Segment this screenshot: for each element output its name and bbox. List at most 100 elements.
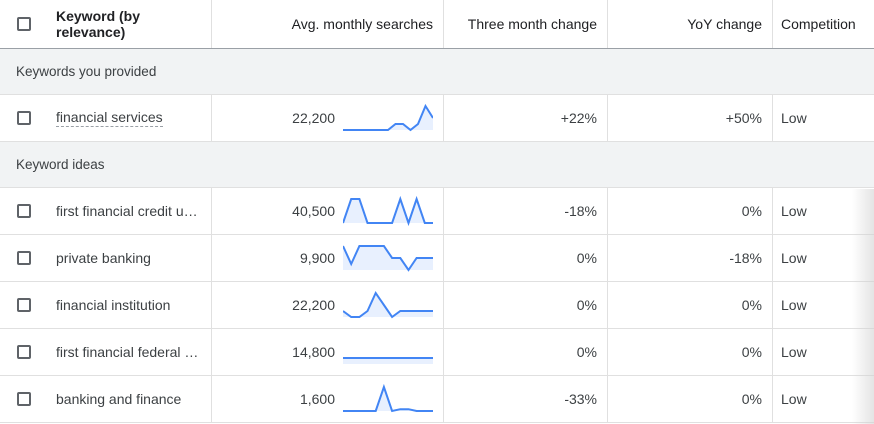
row-checkbox[interactable] <box>17 204 31 218</box>
select-all-checkbox[interactable] <box>17 17 31 31</box>
yoy-change-cell: +50% <box>725 110 762 126</box>
section-ideas-label: Keyword ideas <box>16 157 105 172</box>
keyword-cell: first financial federal c... <box>48 329 211 375</box>
row-checkbox[interactable] <box>17 298 31 312</box>
column-divider <box>772 235 773 281</box>
avg-searches-value: 1,600 <box>299 391 335 407</box>
keyword-cell: financial institution <box>48 282 211 328</box>
avg-searches-cell: 40,500 <box>211 188 443 234</box>
keyword-cell: financial services <box>48 95 211 141</box>
competition-cell: Low <box>781 344 807 360</box>
three-month-change-cell: -18% <box>564 203 597 219</box>
sparkline-line <box>343 290 433 319</box>
avg-searches-cell: 14,800 <box>211 329 443 375</box>
column-divider <box>772 282 773 328</box>
column-divider <box>607 188 608 234</box>
trend-sparkline[interactable] <box>343 287 433 323</box>
table-row[interactable]: financial institution 22,200 0% 0% Low <box>0 282 874 329</box>
avg-searches-column-header[interactable]: Avg. monthly searches <box>291 16 433 32</box>
column-divider <box>772 0 773 48</box>
three-month-change-cell: -33% <box>564 391 597 407</box>
table-row[interactable]: first financial federal c... 14,800 0% 0% Lo… <box>0 329 874 376</box>
trend-sparkline[interactable] <box>343 193 433 229</box>
competition-cell: Low <box>781 250 807 266</box>
three-month-change-column-header[interactable]: Three month change <box>467 16 597 32</box>
avg-searches-cell: 9,900 <box>211 235 443 281</box>
avg-searches-cell: 22,200 <box>211 95 443 141</box>
column-divider <box>443 282 444 328</box>
sparkline-area <box>343 246 433 270</box>
column-divider <box>211 235 212 281</box>
sparkline-area <box>343 358 433 364</box>
keyword-cell: private banking <box>48 235 211 281</box>
table-row[interactable]: private banking 9,900 0% -18% Low <box>0 235 874 282</box>
keyword-column-header[interactable]: Keyword (by relevance) <box>56 8 141 40</box>
keyword-text[interactable]: banking and finance <box>56 391 182 407</box>
keyword-text[interactable]: private banking <box>56 250 151 266</box>
yoy-change-cell: 0% <box>741 203 762 219</box>
yoy-change-cell: -18% <box>729 250 762 266</box>
keyword-text[interactable]: financial institution <box>56 297 171 313</box>
avg-searches-value: 22,200 <box>292 297 335 313</box>
competition-cell: Low <box>781 391 807 407</box>
sparkline-area <box>343 106 433 130</box>
table-header: Keyword (by relevance) Avg. monthly sear… <box>0 0 874 49</box>
column-divider <box>607 0 608 48</box>
yoy-change-column-header[interactable]: YoY change <box>687 16 762 32</box>
trend-sparkline[interactable] <box>343 381 433 417</box>
column-divider <box>443 329 444 375</box>
three-month-change-cell: +22% <box>560 110 597 126</box>
sparkline-line <box>343 245 433 272</box>
row-checkbox-cell <box>0 282 48 328</box>
yoy-change-cell: 0% <box>741 297 762 313</box>
row-checkbox[interactable] <box>17 392 31 406</box>
sparkline-line <box>343 195 433 227</box>
column-divider <box>607 329 608 375</box>
table-row[interactable]: financial services 22,200 +22% +50% Low <box>0 95 874 142</box>
section-ideas: Keyword ideas <box>0 142 874 188</box>
section-provided-label: Keywords you provided <box>16 64 157 79</box>
competition-column-header[interactable]: Competition <box>781 16 856 32</box>
section-provided: Keywords you provided <box>0 49 874 95</box>
three-month-change-cell: 0% <box>576 250 597 266</box>
column-divider <box>443 235 444 281</box>
avg-searches-value: 9,900 <box>299 250 335 266</box>
row-checkbox[interactable] <box>17 251 31 265</box>
column-divider <box>211 95 212 141</box>
select-all-cell <box>0 0 48 48</box>
column-divider <box>607 376 608 422</box>
row-checkbox[interactable] <box>17 111 31 125</box>
competition-cell: Low <box>781 203 807 219</box>
idea-rows: first financial credit un... 40,500 -18% 0%… <box>0 188 874 423</box>
row-checkbox[interactable] <box>17 345 31 359</box>
avg-searches-cell: 22,200 <box>211 282 443 328</box>
competition-cell: Low <box>781 110 807 126</box>
column-divider <box>772 95 773 141</box>
three-month-change-cell: 0% <box>576 297 597 313</box>
column-divider <box>211 376 212 422</box>
trend-sparkline[interactable] <box>343 100 433 136</box>
sparkline-area <box>343 293 433 317</box>
row-checkbox-cell <box>0 376 48 422</box>
trend-sparkline[interactable] <box>343 240 433 276</box>
table-row[interactable]: banking and finance 1,600 -33% 0% Low <box>0 376 874 423</box>
trend-sparkline[interactable] <box>343 334 433 370</box>
column-divider <box>772 188 773 234</box>
column-divider <box>211 0 212 48</box>
column-divider <box>772 329 773 375</box>
keyword-cell: first financial credit un... <box>48 188 211 234</box>
column-divider <box>443 376 444 422</box>
keyword-text[interactable]: first financial federal c... <box>56 344 201 360</box>
column-divider <box>607 282 608 328</box>
scroll-fade-shadow <box>852 189 874 424</box>
table-row[interactable]: first financial credit un... 40,500 -18% 0%… <box>0 188 874 235</box>
avg-searches-value: 22,200 <box>292 110 335 126</box>
three-month-change-cell: 0% <box>576 344 597 360</box>
sparkline-area <box>343 199 433 223</box>
keyword-text[interactable]: first financial credit un... <box>56 203 201 219</box>
row-checkbox-cell <box>0 235 48 281</box>
sparkline-line <box>343 383 433 413</box>
keyword-text[interactable]: financial services <box>56 109 163 127</box>
provided-rows: financial services 22,200 +22% +50% Low <box>0 95 874 142</box>
